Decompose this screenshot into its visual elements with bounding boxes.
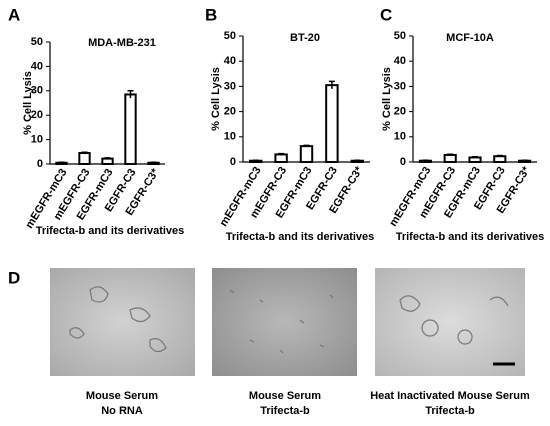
error-bar bbox=[328, 80, 335, 89]
error-bar bbox=[252, 159, 259, 162]
error-bar bbox=[422, 159, 429, 162]
y-axis-label: % Cell Lysis bbox=[22, 71, 34, 135]
error-bar bbox=[104, 157, 111, 160]
error-bar bbox=[354, 159, 361, 162]
x-axis-label: Trifecta-b and its derivatives bbox=[396, 231, 545, 243]
y-tick-label: 50 bbox=[31, 36, 43, 48]
error-bar bbox=[496, 154, 503, 157]
image-caption: Mouse Serum bbox=[86, 390, 158, 402]
panel-letter: D bbox=[8, 268, 20, 287]
error-bar bbox=[150, 161, 157, 164]
chart-title: BT-20 bbox=[290, 32, 320, 44]
micrograph bbox=[212, 268, 357, 376]
y-tick-label: 10 bbox=[31, 134, 43, 146]
bar bbox=[493, 155, 507, 163]
y-tick-label: 40 bbox=[394, 55, 406, 67]
bar bbox=[299, 145, 314, 163]
cell-outlines bbox=[69, 286, 509, 354]
image-caption: No RNA bbox=[101, 405, 143, 417]
bar bbox=[124, 93, 137, 165]
image-caption: Trifecta-b bbox=[260, 405, 310, 417]
y-tick-label: 20 bbox=[31, 109, 43, 121]
y-tick-label: 10 bbox=[224, 131, 236, 143]
error-bar bbox=[58, 161, 65, 164]
micrograph bbox=[50, 268, 195, 376]
y-tick-label: 40 bbox=[224, 55, 236, 67]
bar bbox=[78, 152, 91, 166]
y-tick-label: 20 bbox=[224, 106, 236, 118]
y-tick-label: 10 bbox=[394, 131, 406, 143]
bar bbox=[101, 157, 114, 166]
y-tick-label: 0 bbox=[37, 158, 43, 170]
image-caption: Trifecta-b bbox=[425, 405, 475, 417]
error-bar bbox=[447, 153, 454, 156]
y-tick-label: 40 bbox=[31, 60, 43, 72]
image-caption: Heat Inactivated Mouse Serum bbox=[370, 390, 530, 402]
error-bar bbox=[278, 152, 285, 156]
y-axis-label: % Cell Lysis bbox=[381, 67, 393, 131]
chart-title: MDA-MB-231 bbox=[88, 37, 156, 49]
y-tick-label: 30 bbox=[394, 80, 406, 92]
bar bbox=[325, 84, 339, 163]
x-axis-label: Trifecta-b and its derivatives bbox=[226, 231, 375, 243]
bar bbox=[274, 153, 288, 164]
error-bar bbox=[472, 155, 478, 159]
y-tick-label: 50 bbox=[394, 30, 406, 42]
error-bar bbox=[521, 159, 528, 162]
y-tick-label: 0 bbox=[230, 156, 236, 168]
y-tick-label: 50 bbox=[224, 30, 236, 42]
y-tick-label: 20 bbox=[394, 106, 406, 118]
y-tick-label: 30 bbox=[31, 85, 43, 97]
panel-letter: A bbox=[8, 5, 20, 24]
panel-letter: C bbox=[380, 5, 392, 24]
error-bar bbox=[303, 144, 310, 147]
image-caption: Mouse Serum bbox=[249, 390, 321, 402]
y-axis-label: % Cell Lysis bbox=[210, 67, 222, 131]
panel-letter: B bbox=[205, 5, 217, 24]
chart-title: MCF-10A bbox=[446, 32, 494, 44]
micrograph bbox=[375, 268, 525, 376]
y-tick-label: 30 bbox=[224, 80, 236, 92]
error-bar bbox=[81, 151, 88, 154]
error-bar bbox=[127, 90, 134, 99]
y-tick-label: 0 bbox=[400, 156, 406, 168]
x-axis-label: Trifecta-b and its derivatives bbox=[36, 225, 185, 237]
bar bbox=[443, 153, 457, 164]
